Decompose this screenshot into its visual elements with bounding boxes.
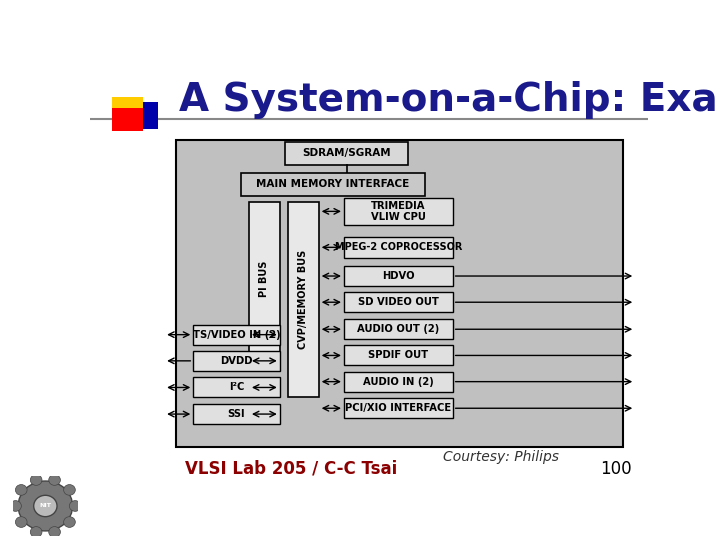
Bar (240, 173, 425, 196)
Bar (193, 325, 280, 345)
Text: I²C: I²C (229, 382, 244, 393)
Circle shape (69, 501, 81, 511)
Circle shape (49, 475, 60, 485)
Bar (127, 102, 158, 129)
Text: CVP/MEMORY BUS: CVP/MEMORY BUS (298, 250, 308, 349)
Circle shape (18, 481, 73, 531)
Bar (193, 404, 280, 424)
Bar (193, 377, 280, 397)
Bar (193, 351, 280, 371)
Circle shape (49, 526, 60, 537)
Bar (112, 109, 143, 131)
Text: 100: 100 (600, 460, 631, 478)
Text: NIT: NIT (40, 503, 51, 509)
Bar (288, 202, 319, 397)
Circle shape (34, 495, 57, 517)
Text: HDVO: HDVO (382, 271, 415, 281)
Text: MAIN MEMORY INTERFACE: MAIN MEMORY INTERFACE (256, 179, 410, 190)
Text: MPEG-2 COPROCESSOR: MPEG-2 COPROCESSOR (335, 242, 462, 252)
Text: DVDD: DVDD (220, 356, 253, 366)
Text: SDRAM/SGRAM: SDRAM/SGRAM (302, 148, 391, 158)
Text: TS/VIDEO IN (2): TS/VIDEO IN (2) (193, 329, 280, 340)
Text: SPDIF OUT: SPDIF OUT (368, 350, 428, 360)
Circle shape (30, 526, 42, 537)
Bar (344, 198, 453, 225)
Circle shape (30, 475, 42, 485)
Text: VLSI Lab 205 / C-C Tsai: VLSI Lab 205 / C-C Tsai (185, 460, 397, 478)
Bar (285, 141, 408, 165)
Bar (112, 97, 143, 120)
Bar (344, 292, 453, 312)
Bar (344, 266, 453, 286)
Circle shape (63, 484, 76, 495)
Text: TRIMEDIA
VLIW CPU: TRIMEDIA VLIW CPU (371, 200, 426, 222)
Text: PCI/XIO INTERFACE: PCI/XIO INTERFACE (345, 403, 451, 413)
Bar (344, 372, 453, 392)
Circle shape (9, 501, 22, 511)
Text: Courtesy: Philips: Courtesy: Philips (443, 450, 559, 464)
Circle shape (15, 517, 27, 528)
Text: AUDIO IN (2): AUDIO IN (2) (363, 376, 433, 387)
Text: A System-on-a-Chip: Example: A System-on-a-Chip: Example (179, 81, 720, 119)
Circle shape (15, 484, 27, 495)
Bar (249, 202, 279, 356)
Text: PI BUS: PI BUS (259, 261, 269, 297)
Text: AUDIO OUT (2): AUDIO OUT (2) (357, 324, 439, 334)
Bar (344, 399, 453, 418)
Bar (344, 346, 453, 366)
Bar (344, 319, 453, 339)
Bar (344, 237, 453, 258)
Circle shape (63, 517, 76, 528)
Text: SD VIDEO OUT: SD VIDEO OUT (358, 297, 438, 307)
Bar (176, 140, 623, 447)
Text: SSI: SSI (228, 409, 246, 419)
